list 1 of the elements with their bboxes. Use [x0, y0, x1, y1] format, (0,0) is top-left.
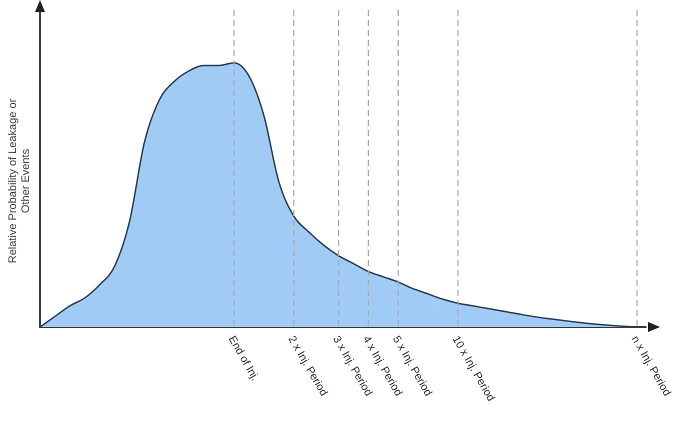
y-axis-title: Relative Probability of Leakage or Other Events	[7, 98, 33, 266]
